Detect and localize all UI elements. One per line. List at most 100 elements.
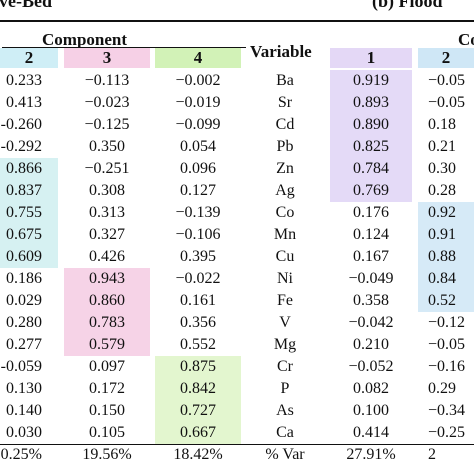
loading-cell: −0.25	[428, 424, 466, 441]
table-row: 0.186 0.943 −0.022 Ni −0.049 0.84	[0, 268, 474, 290]
loading-cell: 0.358	[353, 292, 389, 309]
loading-cell: 0.609	[6, 248, 42, 265]
loading-cell: 0.277	[6, 336, 42, 353]
loading-cell: 0.127	[180, 182, 216, 199]
col-header-left-2: 2	[0, 48, 58, 68]
table-row: 0.233 −0.113 −0.002 Ba 0.919 −0.05	[0, 70, 474, 92]
loading-cell: 0.313	[89, 204, 125, 221]
loading-cell: −0.34	[428, 402, 466, 419]
component-group-header-left: Component	[42, 30, 128, 49]
loading-cell: 0.327	[89, 226, 125, 243]
loading-cell: −0.05	[428, 72, 466, 89]
top-rule	[0, 20, 474, 22]
variable-cell: Cr	[277, 358, 293, 375]
loading-cell: 0.25%	[0, 446, 42, 463]
loading-cell: 0.552	[180, 336, 216, 353]
variable-cell: Cu	[275, 248, 295, 265]
variable-cell: Mn	[273, 226, 297, 243]
loading-cell: 27.91%	[346, 446, 396, 463]
loading-cell: 0.100	[353, 402, 389, 419]
table-row: 0.030 0.105 0.667 Ca 0.414 −0.25	[0, 422, 474, 444]
loading-cell: 18.42%	[173, 446, 223, 463]
variable-cell: Pb	[276, 138, 294, 155]
variable-cell: P	[280, 380, 290, 397]
loading-cell: 0.030	[6, 424, 42, 441]
loading-cell: 19.56%	[82, 446, 132, 463]
loading-cell: 0.52	[428, 292, 456, 309]
loading-cell: −0.251	[84, 160, 130, 177]
variable-cell: Co	[275, 204, 295, 221]
table-row: 0.609 0.426 0.395 Cu 0.167 0.88	[0, 246, 474, 268]
highlight-col4-left	[155, 356, 241, 444]
loading-cell: −0.113	[84, 72, 130, 89]
loading-cell: 0.860	[89, 292, 125, 309]
loading-cell: −0.12	[428, 314, 466, 331]
loading-cell: 0.88	[428, 248, 456, 265]
loading-cell: 0.30	[428, 160, 456, 177]
loading-cell: 0.29	[428, 380, 456, 397]
col-header-right-1: 1	[330, 48, 412, 68]
loading-cell: 0.842	[180, 380, 216, 397]
loading-cell: 0.054	[180, 138, 216, 155]
variable-cell: Ni	[277, 270, 293, 287]
bottom-rule	[0, 444, 474, 445]
loading-cell: 0.783	[89, 314, 125, 331]
loading-cell: 0.082	[353, 380, 389, 397]
table-row: 0.029 0.860 0.161 Fe 0.358 0.52	[0, 290, 474, 312]
variable-cell: Sr	[277, 94, 293, 111]
variable-cell: Zn	[276, 160, 294, 177]
table-row: 0.413 −0.023 −0.019 Sr 0.893 −0.05	[0, 92, 474, 114]
variable-cell: V	[279, 314, 291, 331]
loading-cell: 0.866	[6, 160, 42, 177]
table-row: 0.755 0.313 −0.139 Co 0.176 0.92	[0, 202, 474, 224]
loading-cell: −0.05	[428, 94, 466, 111]
loading-cell: 0.029	[6, 292, 42, 309]
loading-cell: 0.893	[353, 94, 389, 111]
loading-cell: 0.413	[6, 94, 42, 111]
table-row: 0.277 0.579 0.552 Mg 0.210 −0.05	[0, 334, 474, 356]
loading-cell: -0.059	[0, 358, 42, 375]
loading-cell: 2	[428, 446, 436, 463]
loading-cell: 0.350	[89, 138, 125, 155]
table-row: -0.260 −0.125 −0.099 Cd 0.890 0.18	[0, 114, 474, 136]
loading-cell: 0.186	[6, 270, 42, 287]
table-row: 0.866 −0.251 0.096 Zn 0.784 0.30	[0, 158, 474, 180]
variable-cell: Mg	[273, 336, 297, 353]
loading-cell: 0.92	[428, 204, 456, 221]
loading-cell: 0.18	[428, 116, 456, 133]
loading-cell: −0.049	[348, 270, 394, 287]
loading-cell: −0.125	[84, 116, 130, 133]
col-header-left-4: 4	[155, 48, 241, 68]
table-row: -0.292 0.350 0.054 Pb 0.825 0.21	[0, 136, 474, 158]
variable-cell: Cd	[275, 116, 295, 133]
loading-cell: 0.097	[89, 358, 125, 375]
loading-cell: 0.769	[353, 182, 389, 199]
loading-cell: −0.052	[348, 358, 394, 375]
highlight-col2-right	[418, 202, 474, 312]
loading-cell: 0.395	[180, 248, 216, 265]
loading-cell: −0.16	[428, 358, 466, 375]
loading-cell: 0.124	[353, 226, 389, 243]
loading-cell: 0.675	[6, 226, 42, 243]
loading-cell: −0.05	[428, 336, 466, 353]
variable-cell: Fe	[277, 292, 293, 309]
loading-cell: −0.099	[175, 116, 221, 133]
table-row: 0.280 0.783 0.356 V −0.042 −0.12	[0, 312, 474, 334]
loading-cell: 0.28	[428, 182, 456, 199]
loading-cell: 0.308	[89, 182, 125, 199]
loading-cell: 0.161	[180, 292, 216, 309]
variable-cell: Ca	[276, 424, 294, 441]
table-row: -0.059 0.097 0.875 Cr −0.052 −0.16	[0, 356, 474, 378]
loading-cell: 0.579	[89, 336, 125, 353]
loading-cell: −0.106	[175, 226, 221, 243]
loading-cell: 0.233	[6, 72, 42, 89]
variable-cell: Ag	[275, 182, 295, 199]
loading-cell: 0.150	[89, 402, 125, 419]
loading-cell: −0.022	[175, 270, 221, 287]
loading-cell: 0.890	[353, 116, 389, 133]
component-group-header-right: Co	[458, 30, 474, 49]
variable-cell: Ba	[276, 72, 294, 89]
col-header-right-2: 2	[418, 48, 474, 68]
loading-cell: 0.84	[428, 270, 456, 287]
